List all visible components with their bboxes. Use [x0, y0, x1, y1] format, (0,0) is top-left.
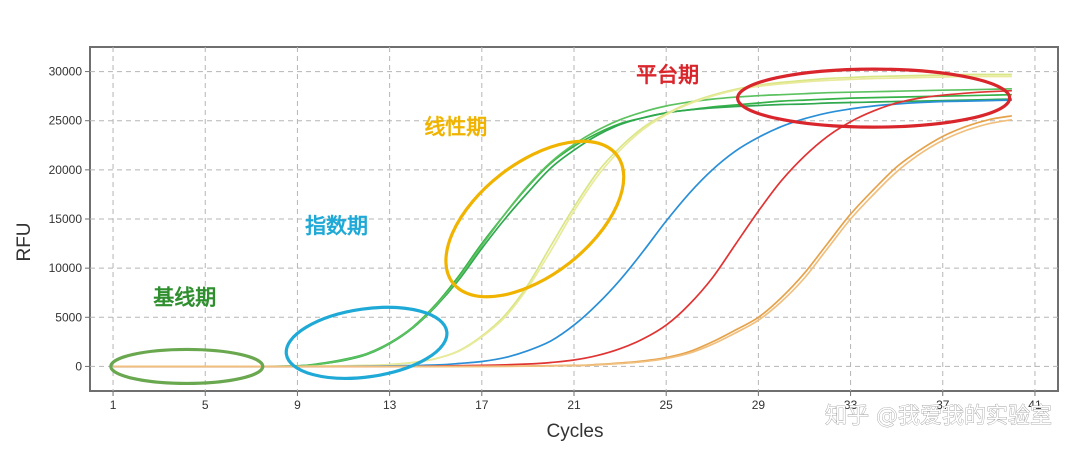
- phase-label-4: 平台期: [636, 63, 699, 87]
- x-axis-label: Cycles: [546, 421, 603, 442]
- x-tick-label: 1: [110, 398, 117, 412]
- y-tick-label: 20000: [49, 163, 83, 177]
- x-tick-label: 41: [1028, 398, 1042, 412]
- y-axis-label: RFU: [14, 222, 35, 261]
- phase-label-1: 基线期: [153, 285, 216, 309]
- phase-ellipse-3: [444, 139, 626, 299]
- amplification-curves: [113, 73, 1013, 368]
- y-tick-label: 0: [75, 359, 82, 373]
- x-tick-label: 5: [202, 398, 209, 412]
- amplification-curve-5: [113, 75, 1012, 368]
- phase-label-2: 指数期: [305, 214, 368, 238]
- y-tick-label: 25000: [49, 114, 83, 128]
- y-tick-label: 5000: [55, 310, 82, 324]
- phase-annotations: 基线期 指数期 线性期 平台期: [109, 63, 1012, 386]
- x-tick-label: 33: [844, 398, 858, 412]
- phase-label-3: 线性期: [424, 115, 487, 139]
- x-tick-label: 29: [752, 398, 766, 412]
- phase-ellipse-2: [284, 305, 449, 380]
- x-tick-label: 37: [936, 398, 950, 412]
- phase-ellipse-1: [109, 347, 265, 386]
- x-tick-label: 9: [294, 398, 301, 412]
- y-tick-label: 30000: [49, 65, 83, 79]
- amplification-curve-9: [113, 118, 1013, 368]
- y-tick-label: 10000: [49, 261, 83, 275]
- x-tick-label: 13: [383, 398, 397, 412]
- watermark-text: 知乎 @我爱我的实验室: [825, 404, 1052, 429]
- x-tick-label: 17: [475, 398, 489, 412]
- amplification-curve-6: [113, 99, 1012, 368]
- axis-ticks: 1 5 9 13 17 21 25 29 33 37 41 0 5000 10000 15000 20000 2…: [49, 65, 1042, 412]
- x-tick-label: 25: [660, 398, 674, 412]
- x-tick-label: 21: [567, 398, 581, 412]
- y-tick-label: 15000: [49, 212, 83, 226]
- phase-ellipse-4: [736, 67, 1012, 129]
- amplification-curve-3: [113, 87, 1012, 368]
